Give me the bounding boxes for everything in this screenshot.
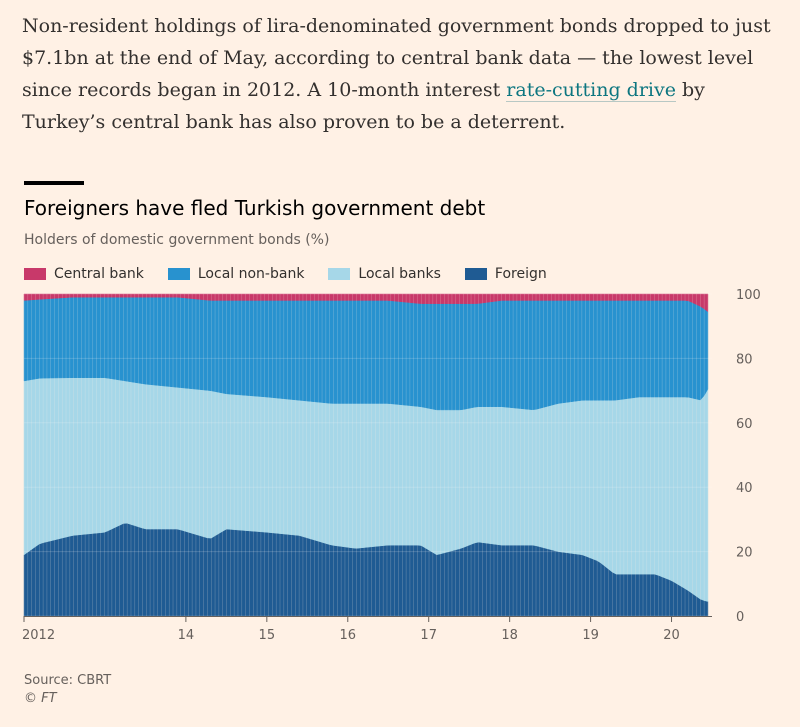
chart-top-rule bbox=[24, 181, 84, 185]
x-tick-label-20: 20 bbox=[663, 628, 680, 643]
legend-label-central-bank: Central bank bbox=[54, 266, 144, 282]
x-tick-label-2012: 2012 bbox=[22, 628, 55, 643]
chart-footer: Source: CBRT © FT bbox=[24, 672, 111, 708]
legend-swatch-local-non-bank bbox=[167, 268, 190, 280]
legend-label-foreign: Foreign bbox=[494, 266, 547, 282]
rate-cutting-link[interactable]: rate-cutting drive bbox=[506, 79, 676, 102]
legend-swatch-central-bank bbox=[24, 268, 46, 280]
legend-swatch-foreign bbox=[464, 268, 487, 280]
source-note: Source: CBRT bbox=[24, 673, 112, 688]
legend-swatch-local-banks bbox=[328, 268, 351, 280]
series-area-central-bank bbox=[23, 293, 709, 313]
legend-label-local-banks: Local banks bbox=[358, 266, 441, 282]
legend-label-local-non-bank: Local non-bank bbox=[197, 266, 305, 282]
chart-title: Foreigners have fled Turkish government … bbox=[24, 196, 486, 220]
chart-subtitle: Holders of domestic government bonds (%) bbox=[24, 232, 330, 248]
article-text-end: by Turkey’s central bank has also proven… bbox=[22, 79, 705, 133]
article-text-start: Non-resident holdings of lira-denominate… bbox=[22, 15, 771, 101]
y-tick-label-0: 0 bbox=[736, 610, 744, 625]
y-tick-label-100: 100 bbox=[736, 288, 761, 303]
legend-item-local-non-bank: Local non-bank bbox=[167, 266, 305, 282]
copyright-note: © FT bbox=[24, 691, 57, 706]
bar-texture-lines bbox=[23, 294, 709, 616]
x-tick-label-14: 14 bbox=[178, 628, 195, 643]
chart-legend: Central bank Local non-bank Local banks … bbox=[24, 266, 547, 282]
legend-item-foreign: Foreign bbox=[464, 266, 547, 282]
y-tick-label-80: 80 bbox=[736, 352, 753, 367]
legend-item-central-bank: Central bank bbox=[24, 266, 144, 282]
article-paragraph: Non-resident holdings of lira-denominate… bbox=[22, 10, 792, 138]
stacked-area-chart: 0 20 40 60 80 100 2012 14 15 16 17 18 19 20 bbox=[22, 288, 761, 643]
y-tick-label-20: 20 bbox=[736, 546, 753, 561]
x-tick-label-17: 17 bbox=[420, 628, 437, 643]
y-tick-label-60: 60 bbox=[736, 417, 753, 432]
x-tick-label-19: 19 bbox=[582, 628, 599, 643]
x-tick-label-16: 16 bbox=[339, 628, 356, 643]
x-tick-label-15: 15 bbox=[259, 628, 276, 643]
x-tick-label-18: 18 bbox=[501, 628, 518, 643]
legend-item-local-banks: Local banks bbox=[328, 266, 441, 282]
y-tick-label-40: 40 bbox=[736, 481, 753, 496]
